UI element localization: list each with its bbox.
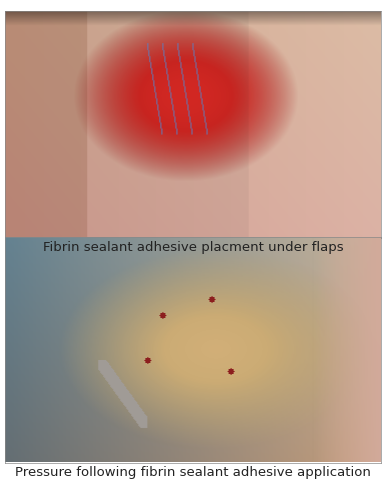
Text: Pressure following fibrin sealant adhesive application: Pressure following fibrin sealant adhesi… xyxy=(15,466,371,479)
Text: Fibrin sealant adhesive placment under flaps: Fibrin sealant adhesive placment under f… xyxy=(43,241,343,254)
